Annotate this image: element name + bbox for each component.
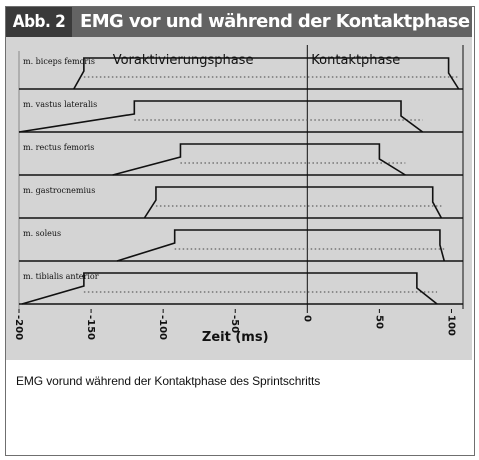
emg-activity-line [21, 272, 438, 305]
series-label-rectus-femoris: m. rectus femoris [23, 143, 94, 152]
emg-activity-line [116, 229, 446, 262]
emg-series-biceps-femoris [19, 57, 463, 90]
emg-activity-line [112, 143, 406, 176]
figure-caption: EMG vorund während der Kontaktphase des … [16, 374, 321, 388]
figure-label: Abb. 2 [6, 7, 72, 37]
chart-series [18, 57, 463, 305]
figure-title: EMG vor und während der Kontaktphase [80, 11, 470, 32]
x-tick-label: 50 [373, 315, 384, 329]
emg-series-gastrocnemius [19, 186, 463, 219]
emg-series-rectus-femoris [19, 143, 463, 176]
series-label-soleus: m. soleus [23, 229, 61, 238]
emg-series-tibialis-anterior [19, 272, 463, 305]
chart-grid [18, 45, 464, 309]
series-label-biceps-femoris: m. biceps femoris [23, 57, 95, 66]
x-axis-title: Zeit (ms) [202, 330, 269, 345]
x-tick-label: -150 [85, 315, 96, 340]
emg-activity-line [18, 100, 424, 133]
figure-header: Abb. 2 EMG vor und während der Kontaktph… [6, 7, 472, 37]
chart-axis: -200 -150 -100 -50 0 50 100 Zeit (ms) [13, 309, 456, 345]
emg-chart: Voraktivierungsphase Kontaktphase m. bicep… [13, 45, 464, 345]
x-tick-label: -100 [157, 315, 168, 340]
x-tick-label: -200 [13, 315, 24, 340]
emg-activity-line [143, 186, 443, 219]
series-label-gastrocnemius: m. gastrocnemius [23, 186, 95, 195]
phase-label-preactivation: Voraktivierungsphase [113, 53, 254, 68]
emg-series-soleus [19, 229, 463, 262]
x-tick-label: -50 [229, 315, 240, 333]
phase-label-contact: Kontaktphase [311, 53, 400, 68]
x-tick-label: 100 [445, 315, 456, 336]
series-label-tibialis-anterior: m. tibialis anterior [23, 272, 99, 281]
plot-background [6, 37, 472, 360]
emg-activity-line [73, 57, 460, 90]
series-label-vastus-lateralis: m. vastus lateralis [23, 100, 97, 109]
emg-series-vastus-lateralis [18, 100, 463, 133]
x-tick-label: 0 [301, 315, 312, 322]
chart-labels: Voraktivierungsphase Kontaktphase m. bicep… [23, 53, 400, 281]
